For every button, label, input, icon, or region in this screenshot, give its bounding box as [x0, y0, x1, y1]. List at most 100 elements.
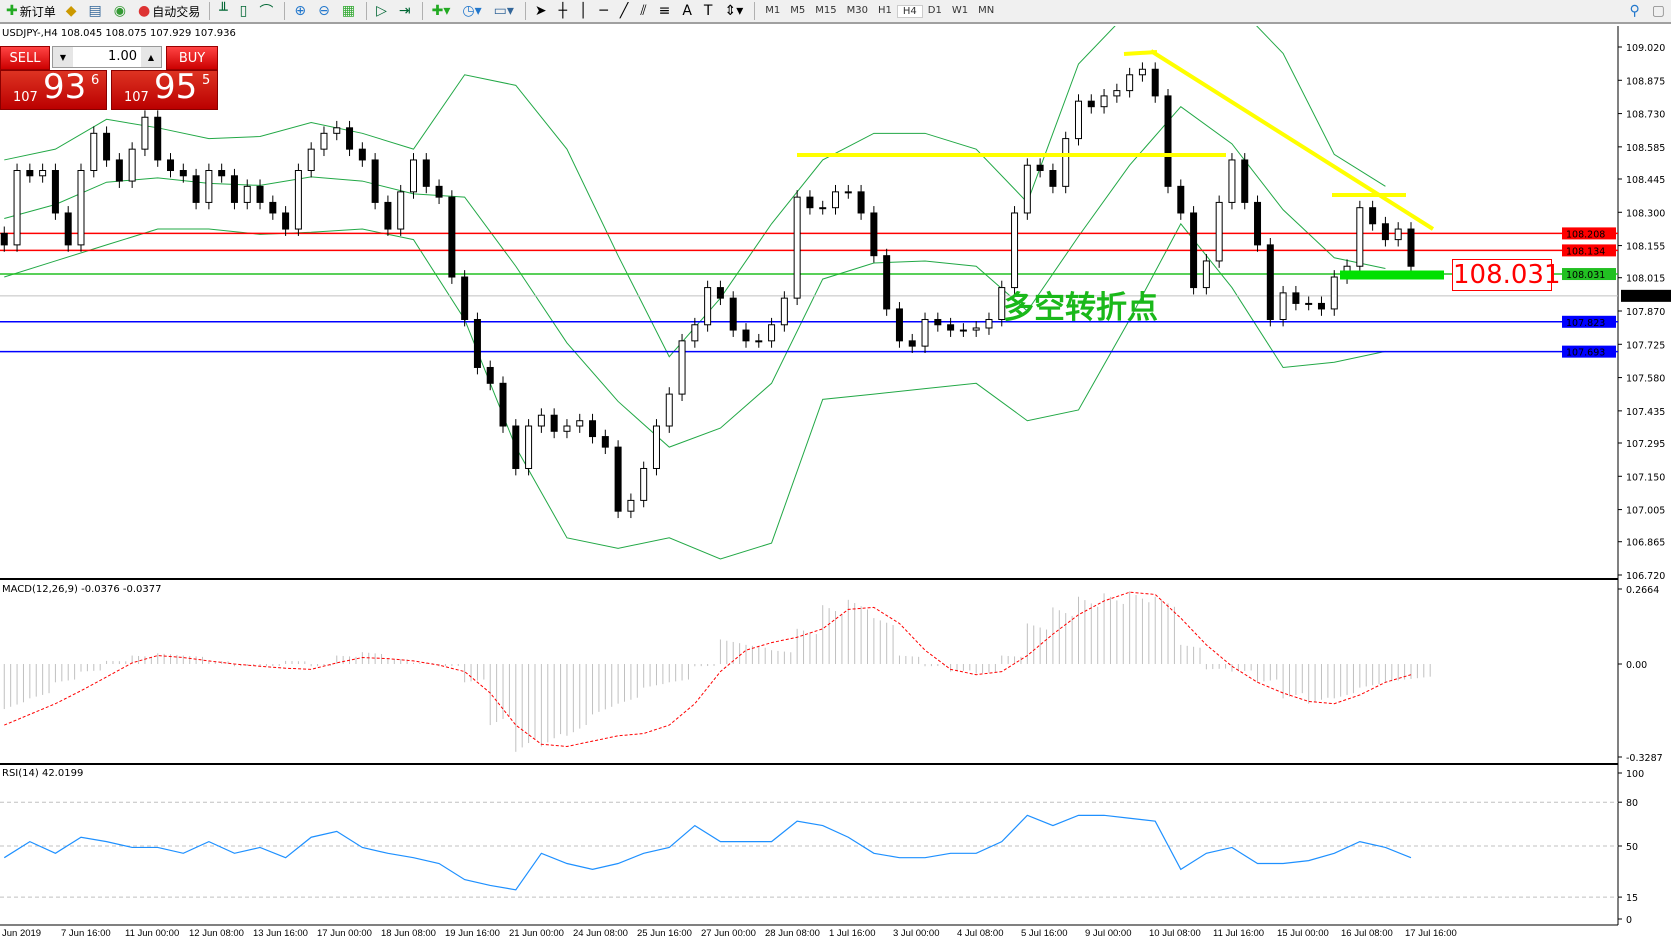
bull-candle	[397, 191, 405, 230]
bear-candle	[857, 191, 865, 214]
buy-price[interactable]: 107 95 5	[111, 67, 218, 110]
time-label: 12 Jun 08:00	[189, 928, 244, 939]
line-chart-button[interactable]: ⌒	[255, 0, 279, 22]
bull-candle	[1279, 292, 1287, 320]
lot-increase-button[interactable]: ▲	[141, 47, 161, 67]
bull-candle	[1394, 228, 1402, 241]
timeframe-h1[interactable]: H1	[877, 4, 892, 16]
search-button[interactable]: ⚲	[1626, 0, 1646, 22]
drawn-objects[interactable]	[797, 49, 1444, 280]
new-order-button[interactable]: ✚ 新订单	[2, 0, 60, 22]
bull-candle	[665, 393, 673, 427]
rsi-tick-label: 100	[1626, 769, 1644, 780]
bear-candle	[103, 132, 111, 161]
bull-candle	[525, 425, 533, 469]
timeframe-h4[interactable]: H4	[896, 4, 923, 18]
buy-button[interactable]: BUY	[166, 46, 218, 70]
timeframe-bar: M1 M5 M15 M30 H1 H4 D1 W1 MN	[760, 4, 999, 18]
text-label-button[interactable]: T	[700, 0, 719, 22]
timeframe-d1[interactable]: D1	[927, 4, 942, 16]
market-watch-button[interactable]: ◆	[62, 0, 83, 22]
lot-value[interactable]: 1.00	[108, 49, 137, 64]
zoom-out-button[interactable]: ⊖	[314, 0, 336, 22]
chart-shift-button[interactable]: ⇥	[395, 0, 417, 22]
bear-candle	[1190, 212, 1198, 289]
cursor-icon: ➤	[534, 3, 547, 19]
crosshair-icon: ┼	[558, 3, 568, 19]
arrows-button[interactable]: ⇕▾	[720, 0, 749, 22]
chart-title: USDJPY-,H4 108.045 108.075 107.929 107.9…	[2, 28, 236, 39]
bear-candle	[729, 297, 737, 331]
indicators-button[interactable]: ✚▾	[428, 0, 457, 22]
bull-candle	[13, 170, 21, 246]
bear-candle	[1254, 201, 1262, 246]
timeframe-m30[interactable]: M30	[846, 4, 868, 16]
fibonacci-button[interactable]: ≡	[655, 0, 677, 22]
horizontal-line-button[interactable]: ─	[595, 0, 613, 22]
lot-size-input[interactable]: ▼ 1.00 ▲	[52, 46, 162, 68]
sell-price[interactable]: 107 93 6	[0, 67, 107, 110]
timeframe-m5[interactable]: M5	[790, 4, 806, 16]
timeframe-w1[interactable]: W1	[951, 4, 969, 16]
separator	[421, 2, 423, 20]
macd-tick-label: -0.3287	[1626, 753, 1663, 764]
trendline-button[interactable]: ╱	[616, 0, 634, 22]
cursor-button[interactable]: ➤	[531, 0, 553, 22]
bar-chart-button[interactable]: ╨	[215, 0, 233, 22]
timeframe-m15[interactable]: M15	[815, 4, 837, 16]
text-button[interactable]: A	[678, 0, 698, 22]
sell-button[interactable]: SELL	[0, 46, 50, 70]
buy-price-pips: 95	[154, 67, 198, 107]
zoom-in-button[interactable]: ⊕	[290, 0, 312, 22]
timeframe-m1[interactable]: M1	[765, 4, 781, 16]
chat-icon: ▢	[1651, 3, 1665, 19]
bull-candle	[1356, 207, 1364, 267]
tile-windows-button[interactable]: ▦	[338, 0, 361, 22]
price-tick-label: 109.020	[1626, 43, 1665, 54]
signals-button[interactable]: ◉	[110, 0, 132, 22]
time-label: 11 Jun 00:00	[125, 928, 180, 939]
level-price-tag	[1562, 227, 1616, 240]
time-label: 15 Jul 00:00	[1277, 928, 1329, 939]
bull-candle	[1074, 100, 1082, 140]
bull-candle	[77, 170, 85, 246]
bear-candle	[883, 255, 891, 310]
price-axis: 109.020 108.875 108.730 108.585 108.445 108.3…	[1562, 43, 1671, 582]
bull-candle	[1330, 276, 1338, 310]
pivot-annotation-text[interactable]: 多空转折点	[1003, 290, 1158, 326]
crosshair-button[interactable]: ┼	[555, 0, 573, 22]
auto-trading-button[interactable]: ● 自动交易	[134, 0, 204, 22]
sell-price-pips: 93	[43, 67, 87, 107]
periods-button[interactable]: ◷▾	[458, 0, 487, 22]
bull-candle	[691, 324, 699, 342]
price-tick-label: 108.015	[1626, 274, 1665, 285]
current-price-tag	[1621, 289, 1671, 302]
bull-candle	[243, 185, 251, 203]
bear-candle	[473, 318, 481, 368]
add-indicator-icon: ✚▾	[431, 3, 451, 19]
time-label: 1 Jul 16:00	[829, 928, 876, 939]
yellow-trendline[interactable]	[1149, 49, 1435, 231]
candlestick-icon: ▯	[239, 3, 248, 19]
zoom-out-icon: ⊖	[318, 3, 330, 19]
level-price-label: 108.208	[1566, 229, 1605, 240]
channel-button[interactable]: ⫽	[636, 0, 652, 22]
price-annotation-box[interactable]: 108.031	[1452, 259, 1561, 291]
auto-scroll-button[interactable]: ▷	[372, 0, 393, 22]
candlestick-button[interactable]: ▯	[236, 0, 254, 22]
bear-candle	[179, 170, 187, 177]
lot-decrease-button[interactable]: ▼	[53, 47, 73, 67]
time-label: 17 Jul 16:00	[1405, 928, 1457, 939]
timeframe-mn[interactable]: MN	[978, 4, 995, 16]
time-label: 3 Jul 00:00	[893, 928, 940, 939]
chat-button[interactable]: ▢	[1648, 0, 1671, 22]
bear-candle	[601, 436, 609, 448]
templates-button[interactable]: ▭▾	[490, 0, 520, 22]
bull-candle	[768, 324, 776, 342]
bear-candle	[1266, 244, 1274, 320]
vertical-line-button[interactable]: │	[575, 0, 593, 22]
sell-price-fraction: 6	[91, 73, 100, 88]
navigator-button[interactable]: ▤	[85, 0, 108, 22]
toolbar: ✚ 新订单 ◆ ▤ ◉ ● 自动交易 ╨ ▯ ⌒ ⊕ ⊖ ▦ ▷ ⇥ ✚▾ ◷▾ ▭…	[0, 0, 1671, 24]
